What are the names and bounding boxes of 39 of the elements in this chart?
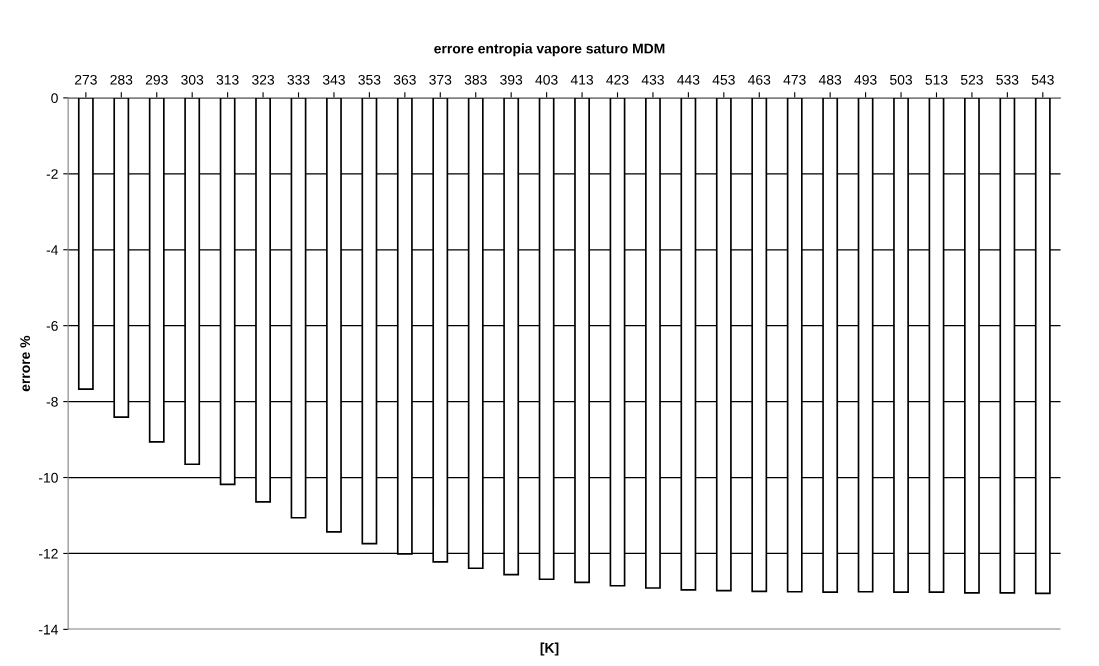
y-tick-label: -8 <box>46 396 58 407</box>
x-tick-label: 273 <box>74 74 97 85</box>
x-tick-label: 433 <box>641 74 664 85</box>
y-tick-label: -4 <box>46 245 59 255</box>
x-tick-label: 303 <box>181 74 204 85</box>
x-tick-label: 533 <box>996 74 1019 85</box>
y-tick-label: -10 <box>38 472 58 483</box>
y-tick-label: -12 <box>38 548 58 559</box>
x-tick-label: 443 <box>677 74 700 85</box>
y-tick-label: -6 <box>46 321 58 331</box>
x-tick-label: 413 <box>570 74 594 85</box>
x-tick-label: 463 <box>748 74 771 85</box>
x-tick-label: 363 <box>393 74 416 85</box>
x-tick-label: 393 <box>500 74 523 85</box>
x-tick-label: 523 <box>960 74 983 85</box>
x-tick-label: 353 <box>358 74 381 85</box>
x-tick-label: 483 <box>818 74 842 85</box>
x-tick-label: 313 <box>216 74 239 85</box>
x-tick-label: 403 <box>535 74 558 85</box>
x-tick-label: 543 <box>1031 74 1054 85</box>
x-tick-label: 423 <box>606 74 629 85</box>
y-axis-title: errore % <box>20 335 31 392</box>
x-tick-label: 323 <box>252 74 275 85</box>
y-tick-label: 0 <box>51 93 58 104</box>
x-tick-label: 373 <box>429 74 452 85</box>
x-tick-label: 283 <box>110 74 133 85</box>
x-tick-label: 343 <box>322 74 345 85</box>
x-tick-label: 513 <box>925 74 948 85</box>
x-tick-label: 493 <box>854 74 877 85</box>
x-tick-label: 453 <box>712 74 735 85</box>
chart-title: errore entropia vapore saturo MDM <box>434 43 665 57</box>
x-tick-label: 503 <box>890 74 913 85</box>
x-tick-label: 473 <box>783 74 806 85</box>
x-tick-label: 383 <box>464 74 487 85</box>
x-axis-title: [K] <box>540 642 559 656</box>
x-tick-label: 333 <box>287 74 310 85</box>
x-tick-label: 293 <box>145 74 168 85</box>
y-tick-label: -14 <box>38 624 59 635</box>
y-tick-label: -2 <box>46 169 58 179</box>
